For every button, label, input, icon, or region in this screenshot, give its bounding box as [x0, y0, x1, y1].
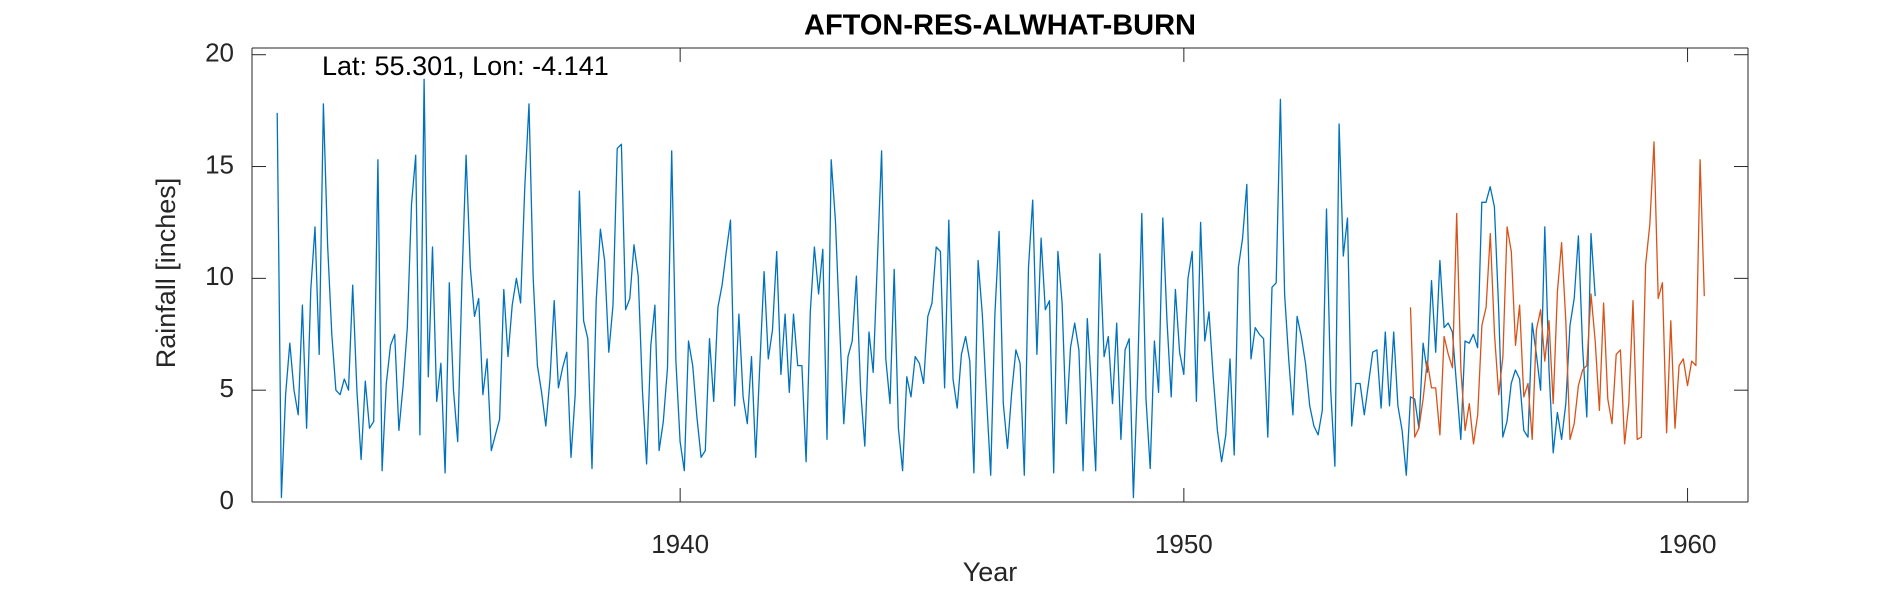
y-tick-label: 0 [220, 485, 234, 515]
x-tick-label: 1940 [651, 529, 709, 559]
series-line-2 [1409, 141, 1705, 445]
series-line-1 [276, 78, 1596, 499]
x-axis-label: Year [963, 557, 1018, 587]
y-axis-label: Rainfall [inches] [151, 178, 181, 369]
x-tick-label: 1960 [1659, 529, 1717, 559]
y-axis-ticks: 0 5 10 15 20 [205, 38, 1748, 515]
axes-frame [251, 47, 1749, 503]
y-tick-label: 10 [205, 261, 234, 291]
y-tick-label: 20 [205, 38, 234, 68]
x-axis-ticks: 1940 1950 1960 [651, 48, 1716, 559]
x-tick-label: 1950 [1155, 529, 1213, 559]
location-annotation: Lat: 55.301, Lon: -4.141 [322, 51, 609, 81]
y-tick-label: 5 [220, 373, 234, 403]
chart-title: AFTON-RES-ALWHAT-BURN [804, 10, 1196, 42]
y-tick-label: 15 [205, 149, 234, 179]
series-layer [276, 78, 1705, 499]
